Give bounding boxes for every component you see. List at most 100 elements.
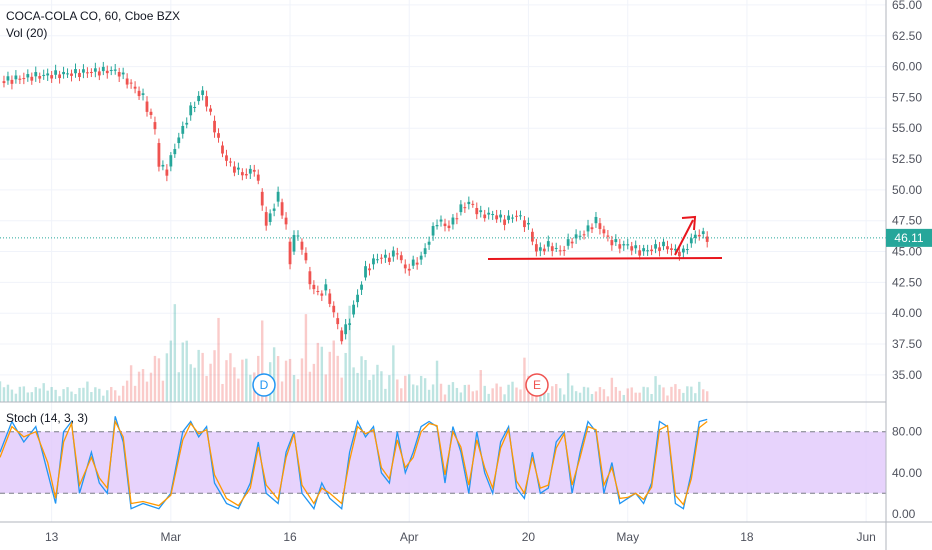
candle-body bbox=[594, 216, 598, 224]
candle-body bbox=[618, 244, 622, 249]
volume-bar bbox=[141, 369, 145, 402]
price-axis[interactable]: 65.00 62.50 60.00 57.50 55.00 52.50 50.00 47.50… bbox=[892, 0, 922, 382]
volume-bar bbox=[241, 359, 244, 402]
volume-bar bbox=[201, 352, 204, 402]
volume-bar bbox=[245, 358, 248, 402]
candle-body bbox=[280, 202, 284, 216]
price-tick-label: 62.50 bbox=[892, 29, 922, 43]
volume-bar bbox=[479, 370, 482, 402]
candle-body bbox=[340, 330, 344, 342]
chart-title[interactable]: COCA-COLA CO, 60, Cboe BZX bbox=[6, 9, 180, 23]
candle-body bbox=[236, 167, 240, 170]
volume-bar bbox=[221, 383, 224, 402]
volume-bar bbox=[34, 387, 37, 402]
volume-bar bbox=[86, 381, 89, 402]
candle-body bbox=[376, 259, 379, 261]
candle-body bbox=[654, 244, 657, 249]
earnings-event-badge[interactable]: E bbox=[525, 373, 549, 397]
volume-bar bbox=[654, 376, 657, 402]
volume-bar bbox=[185, 340, 188, 402]
candle-body bbox=[260, 191, 264, 206]
volume-bar bbox=[58, 396, 61, 402]
candle-body bbox=[554, 247, 558, 249]
volume-bar bbox=[431, 384, 435, 402]
volume-bar bbox=[110, 387, 113, 402]
candle-body bbox=[475, 207, 479, 215]
volume-bar bbox=[324, 374, 327, 402]
candle-body bbox=[558, 250, 562, 252]
candle-body bbox=[705, 236, 709, 242]
stoch-legend[interactable]: Stoch (14, 3, 3) bbox=[6, 411, 88, 425]
volume-bar bbox=[340, 377, 343, 402]
volume-bar bbox=[106, 390, 109, 402]
dividend-event-badge[interactable]: D bbox=[252, 373, 276, 397]
candle-body bbox=[22, 78, 26, 80]
price-tick-label: 57.50 bbox=[892, 90, 922, 104]
candle-body bbox=[320, 293, 324, 296]
time-axis[interactable]: 13 Mar 16 Apr 20 May 18 Jun bbox=[45, 530, 876, 544]
time-tick-label: 16 bbox=[283, 530, 297, 544]
candle-body bbox=[145, 101, 149, 112]
candle-body bbox=[324, 284, 328, 291]
candle-body bbox=[662, 241, 665, 247]
candle-body bbox=[463, 207, 467, 209]
volume-bar bbox=[225, 360, 228, 402]
volume-bar bbox=[82, 387, 85, 402]
candle-body bbox=[173, 149, 177, 155]
volume-bar bbox=[388, 375, 391, 402]
volume-bar bbox=[626, 388, 629, 402]
volume-bar bbox=[372, 374, 375, 402]
stoch-tick-label: 80.00 bbox=[892, 425, 922, 439]
candle-body bbox=[578, 235, 582, 237]
candle-body bbox=[149, 111, 153, 115]
candle-body bbox=[161, 164, 165, 167]
volume-bar bbox=[574, 391, 578, 402]
volume-bar bbox=[18, 386, 22, 402]
candle-body bbox=[666, 246, 669, 250]
candle-body bbox=[451, 217, 455, 225]
candle-body bbox=[209, 108, 212, 112]
volume-bar bbox=[217, 317, 220, 402]
volume-bar bbox=[296, 379, 300, 402]
volume-bar bbox=[638, 392, 641, 402]
candle-body bbox=[62, 71, 65, 75]
candle-body bbox=[50, 75, 54, 79]
volume-bar bbox=[272, 347, 276, 402]
candle-body bbox=[697, 234, 701, 237]
candle-body bbox=[566, 239, 570, 246]
price-tick-label: 40.00 bbox=[892, 306, 922, 320]
candle-body bbox=[614, 239, 618, 243]
volume-bar bbox=[332, 340, 335, 402]
volume-bar bbox=[650, 394, 653, 402]
volume-legend[interactable]: Vol (20) bbox=[6, 26, 47, 40]
volume-bar bbox=[312, 363, 316, 402]
volume-bar bbox=[690, 386, 693, 402]
candle-body bbox=[205, 96, 209, 107]
candle-body bbox=[276, 191, 280, 202]
volume-bar bbox=[412, 384, 415, 402]
stoch-axis[interactable]: 80.00 40.00 0.00 bbox=[892, 425, 922, 521]
volume-bar bbox=[392, 345, 395, 402]
earnings-badge-text: E bbox=[533, 378, 541, 392]
volume-bar bbox=[602, 389, 606, 402]
candle-body bbox=[550, 246, 554, 251]
volume-bar bbox=[137, 371, 141, 402]
candle-body bbox=[646, 250, 650, 252]
candle-body bbox=[427, 241, 431, 245]
candle-body bbox=[26, 74, 30, 78]
time-tick-label: May bbox=[616, 530, 639, 544]
volume-bar bbox=[698, 381, 701, 402]
volume-bar bbox=[487, 393, 490, 402]
volume-bar bbox=[125, 380, 129, 402]
stoch-lines[interactable] bbox=[0, 416, 708, 511]
volume-bar bbox=[284, 360, 288, 402]
volume-bar bbox=[419, 375, 423, 402]
volume-bar bbox=[634, 392, 637, 402]
candlestick-series[interactable] bbox=[2, 61, 709, 345]
candle-body bbox=[638, 250, 642, 256]
candle-body bbox=[364, 266, 367, 278]
volume-bar bbox=[582, 386, 586, 402]
candle-body bbox=[221, 145, 224, 154]
candle-body bbox=[18, 78, 22, 80]
